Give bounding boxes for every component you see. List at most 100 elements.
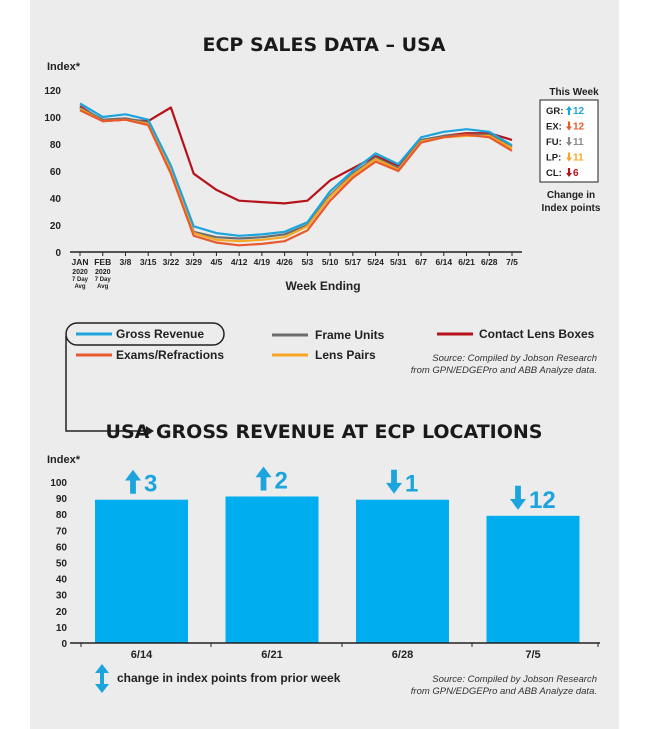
top-x-tick-label: JAN — [71, 257, 88, 267]
top-chart-xlabel: Week Ending — [285, 279, 360, 293]
double-arrow-icon — [95, 664, 109, 693]
bottom-x-tick-label: 7/5 — [525, 649, 540, 661]
bottom-y-tick-label: 80 — [56, 510, 68, 521]
this-week-arrow-icon — [566, 121, 572, 131]
bottom-x-tick-label: 6/28 — [392, 649, 413, 661]
top-x-tick-sublabel: Avg — [74, 284, 85, 290]
top-chart-ylabel: Index* — [47, 61, 81, 73]
bottom-y-tick-label: 70 — [56, 526, 68, 537]
top-x-tick-label: 3/29 — [185, 257, 202, 267]
bottom-source-line-1: Source: Compiled by Jobson Research — [432, 674, 597, 685]
top-x-tick-label: 7/5 — [506, 257, 518, 267]
this-week-arrow-icon — [566, 137, 572, 146]
top-chart-title: ECP SALES DATA – USA — [203, 34, 446, 56]
bottom-x-axis — [70, 642, 600, 647]
top-y-tick-label: 20 — [50, 221, 62, 232]
this-week-code: LP: — [546, 153, 561, 164]
top-x-tick-label: 5/3 — [301, 257, 313, 267]
top-source-line-2: from GPN/EDGEPro and ABB Analyze data. — [411, 365, 597, 376]
arrow-up-icon — [255, 466, 272, 491]
legend-item: Frame Units — [272, 328, 385, 342]
top-x-tick-label: 3/15 — [140, 257, 157, 267]
legend-item: Exams/Refractions — [76, 348, 224, 362]
bottom-chart-ylabel: Index* — [47, 454, 81, 466]
this-week-code: FU: — [546, 137, 562, 148]
this-week-value: 11 — [573, 137, 584, 148]
bar — [95, 499, 188, 643]
arrow-down-icon — [386, 469, 402, 494]
bar — [356, 499, 449, 643]
bar-change-label: 1 — [405, 471, 418, 498]
top-x-tick-label: 6/28 — [481, 257, 498, 267]
legend-item: Contact Lens Boxes — [437, 327, 595, 341]
bar — [225, 496, 319, 643]
legend-label: Gross Revenue — [116, 327, 204, 341]
this-week-code: GR: — [546, 106, 563, 117]
top-y-tick-label: 40 — [50, 194, 62, 205]
top-x-tick-sublabel: 7 Day — [95, 277, 112, 283]
bar-change-label: 2 — [275, 467, 288, 494]
legend-label: Contact Lens Boxes — [479, 327, 595, 341]
series-line-lens-pairs — [79, 107, 513, 243]
top-x-axis — [70, 251, 522, 256]
legend: Gross Revenue Frame Units Contact Lens Box… — [76, 327, 595, 362]
top-y-axis-ticks: 0 20 40 60 80 100 120 — [44, 86, 61, 259]
top-y-tick-label: 120 — [44, 86, 61, 97]
bottom-source-line-2: from GPN/EDGEPro and ABB Analyze data. — [411, 686, 597, 697]
top-y-tick-label: 60 — [50, 167, 62, 178]
this-week-arrow-icon — [566, 168, 572, 177]
bottom-footnote: change in index points from prior week — [117, 671, 341, 685]
legend-item: Gross Revenue — [76, 327, 204, 341]
top-source-line-1: Source: Compiled by Jobson Research — [432, 353, 597, 364]
bottom-chart-title: USA GROSS REVENUE AT ECP LOCATIONS — [106, 421, 543, 443]
legend-label: Lens Pairs — [315, 348, 376, 362]
top-x-tick-sublabel: Avg — [97, 284, 108, 290]
bottom-y-axis-ticks: 0 10 20 30 40 50 60 70 80 90 100 — [50, 478, 67, 650]
this-week-arrow-icon — [566, 106, 572, 115]
this-week-header: This Week — [549, 87, 599, 98]
top-x-tick-label: 6/21 — [458, 257, 475, 267]
this-week-value: 11 — [573, 153, 584, 164]
bottom-y-tick-label: 90 — [56, 494, 68, 505]
top-x-tick-sublabel: 7 Day — [72, 277, 89, 283]
legend-item: Lens Pairs — [272, 348, 376, 362]
top-y-tick-label: 100 — [44, 113, 61, 124]
top-x-tick-label: 4/19 — [254, 257, 271, 267]
connector-line — [65, 336, 146, 432]
top-x-tick-sublabel: 2020 — [95, 269, 111, 276]
bottom-y-tick-label: 20 — [56, 607, 68, 618]
legend-label: Frame Units — [315, 328, 385, 342]
series-line-gross-revenue — [79, 102, 513, 237]
arrow-down-icon — [510, 485, 526, 510]
top-x-tick-label: 4/5 — [211, 257, 223, 267]
arrow-up-icon — [125, 469, 141, 494]
this-week-arrow-icon — [566, 152, 572, 162]
this-week-footer-1: Change in — [547, 190, 595, 201]
bottom-y-tick-label: 10 — [56, 623, 68, 634]
top-x-tick-label: FEB — [94, 257, 111, 267]
legend-label: Exams/Refractions — [116, 348, 224, 362]
bottom-y-tick-label: 30 — [56, 591, 68, 602]
bottom-y-tick-label: 50 — [56, 559, 68, 570]
top-series-lines — [79, 102, 513, 247]
this-week-code: CL: — [546, 168, 562, 179]
top-y-tick-label: 0 — [55, 248, 61, 259]
top-x-tick-label: 5/17 — [345, 257, 362, 267]
series-line-frame-units — [79, 106, 513, 240]
bottom-bars: 3 6/14 2 6/21 1 6/28 12 7/5 — [95, 466, 580, 661]
legend-highlight-box — [65, 322, 225, 346]
bottom-y-tick-label: 40 — [56, 575, 68, 586]
connector-arrowhead — [146, 426, 154, 436]
top-x-tick-label: 3/8 — [120, 257, 132, 267]
this-week-value: 12 — [573, 122, 585, 133]
top-x-tick-label: 5/24 — [367, 257, 384, 267]
bar-change-label: 12 — [529, 487, 556, 514]
this-week-value: 12 — [573, 106, 585, 117]
top-x-tick-label: 3/22 — [163, 257, 180, 267]
bottom-y-tick-label: 60 — [56, 542, 68, 553]
this-week-code: EX: — [546, 122, 562, 133]
top-x-tick-label: 6/7 — [415, 257, 427, 267]
top-x-tick-sublabel: 2020 — [72, 269, 88, 276]
